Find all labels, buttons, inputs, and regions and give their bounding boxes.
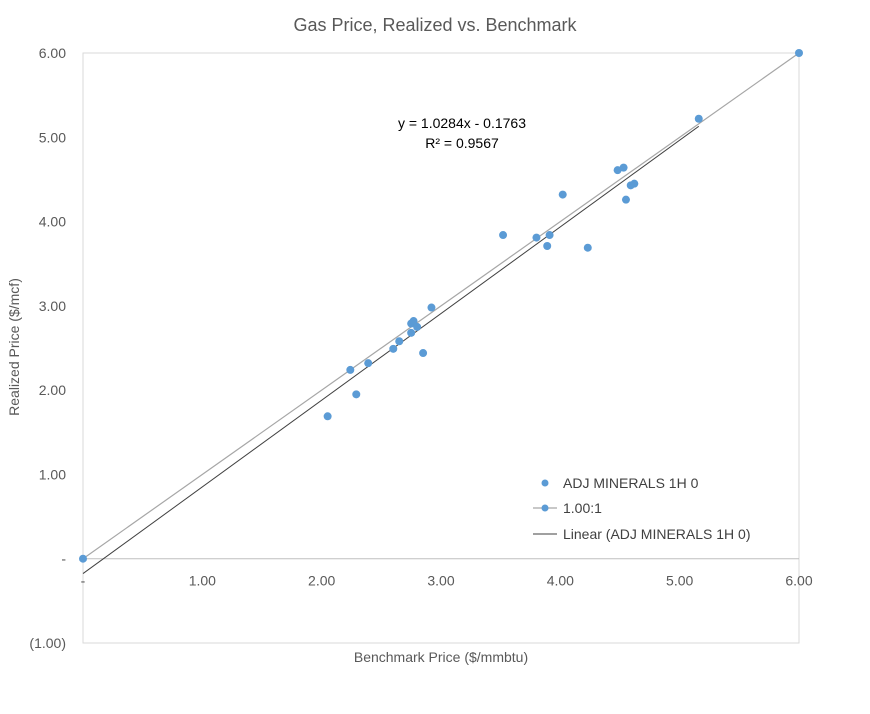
y-tick-label: 6.00 [39, 45, 66, 61]
plot-area-border [82, 52, 800, 644]
reference-line-point [79, 554, 87, 563]
x-tick-label: 2.00 [308, 573, 335, 589]
data-point [558, 190, 567, 199]
data-point [352, 390, 361, 399]
data-point [419, 349, 428, 358]
data-point [364, 359, 373, 368]
r-squared-label: R² = 0.9567 [425, 135, 499, 151]
x-axis-ticks: - 1.00 2.00 3.00 4.00 5.00 6.00 [81, 573, 813, 589]
x-tick-label: 5.00 [666, 573, 693, 589]
x-tick-label: - [81, 573, 86, 589]
legend: ADJ MINERALS 1H 0 1.00:1 Linear (ADJ MIN… [533, 475, 751, 542]
data-point [427, 303, 436, 312]
series-layer [79, 49, 803, 574]
chart-title: Gas Price, Realized vs. Benchmark [293, 15, 577, 35]
data-point [323, 412, 332, 421]
data-point [630, 179, 639, 188]
data-point [583, 243, 592, 252]
data-point [613, 166, 622, 175]
data-point [621, 195, 630, 204]
y-tick-label: 1.00 [39, 466, 66, 482]
data-point [499, 231, 508, 240]
data-point [389, 344, 398, 353]
y-tick-label: 3.00 [39, 298, 66, 314]
data-point [543, 242, 552, 251]
reference-line-point [795, 49, 803, 57]
x-axis-title: Benchmark Price ($/mmbtu) [354, 649, 528, 665]
data-point [619, 163, 628, 172]
data-point [532, 233, 541, 242]
y-axis-ticks: (1.00) - 1.00 2.00 3.00 4.00 5.00 6.00 [29, 45, 66, 651]
x-tick-label: 3.00 [427, 573, 454, 589]
y-tick-label: (1.00) [29, 635, 66, 651]
legend-label-series-2: 1.00:1 [563, 500, 602, 516]
legend-marker-series-1 [541, 479, 549, 487]
y-tick-label: 2.00 [39, 382, 66, 398]
y-tick-label: - [61, 551, 66, 567]
x-tick-label: 1.00 [189, 573, 216, 589]
y-axis-title: Realized Price ($/mcf) [6, 278, 22, 416]
legend-marker-series-2 [541, 504, 549, 512]
x-tick-label: 4.00 [547, 573, 574, 589]
reference-line-1to1 [82, 52, 800, 560]
legend-label-series-1: ADJ MINERALS 1H 0 [563, 475, 699, 491]
data-point [694, 114, 703, 123]
x-tick-label: 6.00 [785, 573, 812, 589]
data-point [409, 317, 418, 326]
data-point [395, 337, 404, 346]
y-tick-label: 4.00 [39, 214, 66, 230]
data-point [545, 231, 554, 240]
data-point [413, 322, 422, 331]
data-point [407, 328, 416, 337]
data-point [346, 365, 355, 374]
trendline-equation: y = 1.0284x - 0.1763 [398, 115, 526, 131]
legend-label-series-3: Linear (ADJ MINERALS 1H 0) [563, 526, 751, 542]
y-tick-label: 5.00 [39, 129, 66, 145]
